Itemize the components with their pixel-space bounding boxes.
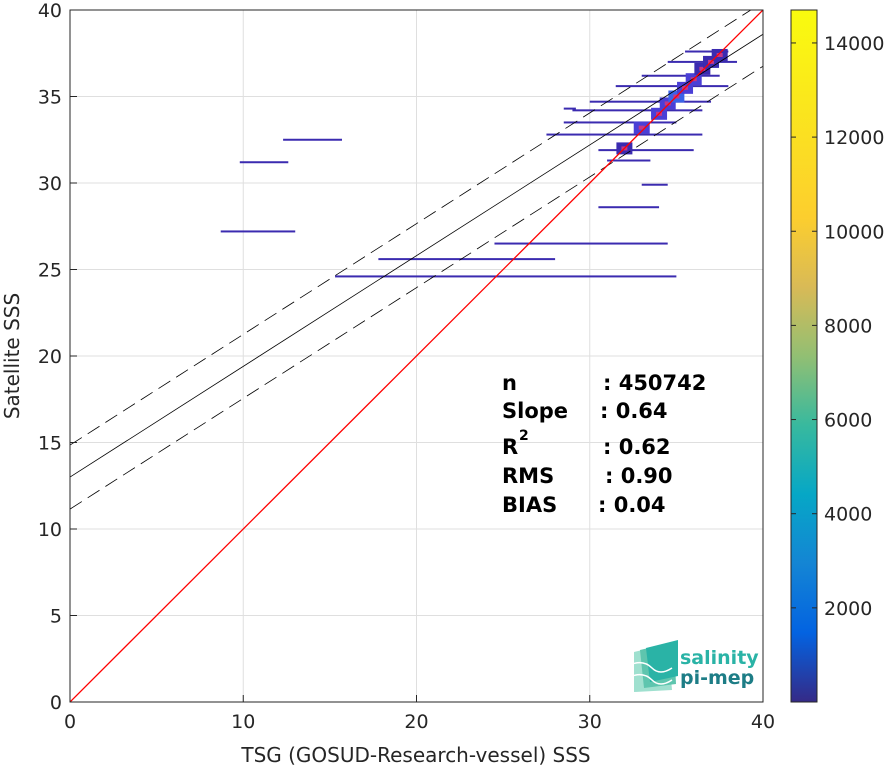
density-segment: [283, 138, 343, 141]
x-tick-label: 0: [64, 711, 76, 733]
colorbar-tick-label: 6000: [824, 410, 872, 432]
stats-panel: n : 450742 Slope : 0.64 R 2 : 0.62 RMS :…: [502, 371, 706, 517]
y-tick-label: 15: [38, 433, 62, 455]
x-tick-label: 40: [751, 711, 775, 733]
salinity-pi-mep-logo: salinity pi-mep: [631, 640, 759, 692]
colorbar-ticks: 2000 4000 6000 8000 10000 12000 14000: [791, 33, 884, 620]
density-segment: [598, 206, 660, 209]
density-segment: [546, 133, 703, 136]
density-segment: [641, 183, 668, 186]
stat-slope-label: Slope: [502, 399, 568, 423]
stat-r2-superscript: 2: [519, 428, 529, 444]
waves-icon: [631, 640, 678, 692]
density-segment: [641, 74, 720, 77]
colorbar-tick-label: 12000: [824, 127, 884, 149]
regression-line: [70, 33, 763, 478]
density-core-highlight: [699, 66, 706, 71]
stat-r2-label: R: [502, 435, 518, 459]
logo-line1: salinity: [680, 647, 759, 669]
stat-rms-value: : 0.90: [605, 464, 673, 488]
density-segment: [563, 107, 576, 110]
colorbar-tick-label: 8000: [824, 315, 872, 337]
colorbar-tick-label: 14000: [824, 33, 884, 55]
density-segment: [685, 50, 729, 53]
density-layer: [220, 48, 738, 278]
density-core-highlight: [638, 125, 645, 130]
density-segment: [615, 85, 729, 88]
y-tick-label: 30: [38, 173, 62, 195]
confidence-line-lower: [70, 65, 763, 510]
x-tick-label: 30: [578, 711, 602, 733]
density-segment: [563, 121, 677, 124]
stat-slope-value: : 0.64: [600, 399, 668, 423]
stat-r2-value: : 0.62: [603, 435, 671, 459]
density-core-highlight: [716, 52, 723, 57]
density-segment: [607, 159, 651, 162]
stat-rms-label: RMS: [502, 464, 554, 488]
density-segment: [239, 161, 289, 164]
density-segment: [572, 109, 703, 112]
density-segment: [335, 275, 677, 278]
y-tick-label: 40: [38, 0, 62, 22]
stat-bias-label: BIAS: [502, 493, 557, 517]
y-axis-label: Satellite SSS: [0, 293, 24, 419]
y-tick-label: 10: [38, 519, 62, 541]
density-core-highlight: [664, 101, 671, 106]
x-tick-label: 10: [231, 711, 255, 733]
colorbar-tick-label: 4000: [824, 504, 872, 526]
density-segment: [598, 149, 694, 152]
density-segment: [220, 230, 296, 233]
logo-line2: pi-mep: [680, 667, 754, 689]
x-axis-label: TSG (GOSUD-Research-vessel) SSS: [240, 743, 590, 767]
identity-line: [70, 10, 763, 702]
confidence-line-upper: [70, 10, 752, 446]
colorbar: [790, 9, 818, 703]
stat-bias-value: : 0.04: [598, 493, 666, 517]
y-tick-label: 0: [50, 692, 62, 714]
density-segment: [667, 60, 738, 63]
density-segment: [589, 100, 712, 103]
colorbar-tick-label: 10000: [824, 221, 884, 243]
y-tick-label: 25: [38, 260, 62, 282]
density-segment: [494, 242, 668, 245]
y-tick-label: 35: [38, 87, 62, 109]
density-segment: [378, 258, 556, 261]
y-tick-label: 5: [50, 606, 62, 628]
y-axis: 0 5 10 15 20 25 30 35 40: [38, 0, 77, 714]
x-tick-label: 20: [404, 711, 428, 733]
x-axis: 0 10 20 30 40: [64, 695, 775, 733]
stat-n-label: n: [502, 371, 517, 395]
stat-n-value: : 450742: [603, 371, 706, 395]
colorbar-tick-label: 2000: [824, 598, 872, 620]
y-tick-label: 20: [38, 346, 62, 368]
